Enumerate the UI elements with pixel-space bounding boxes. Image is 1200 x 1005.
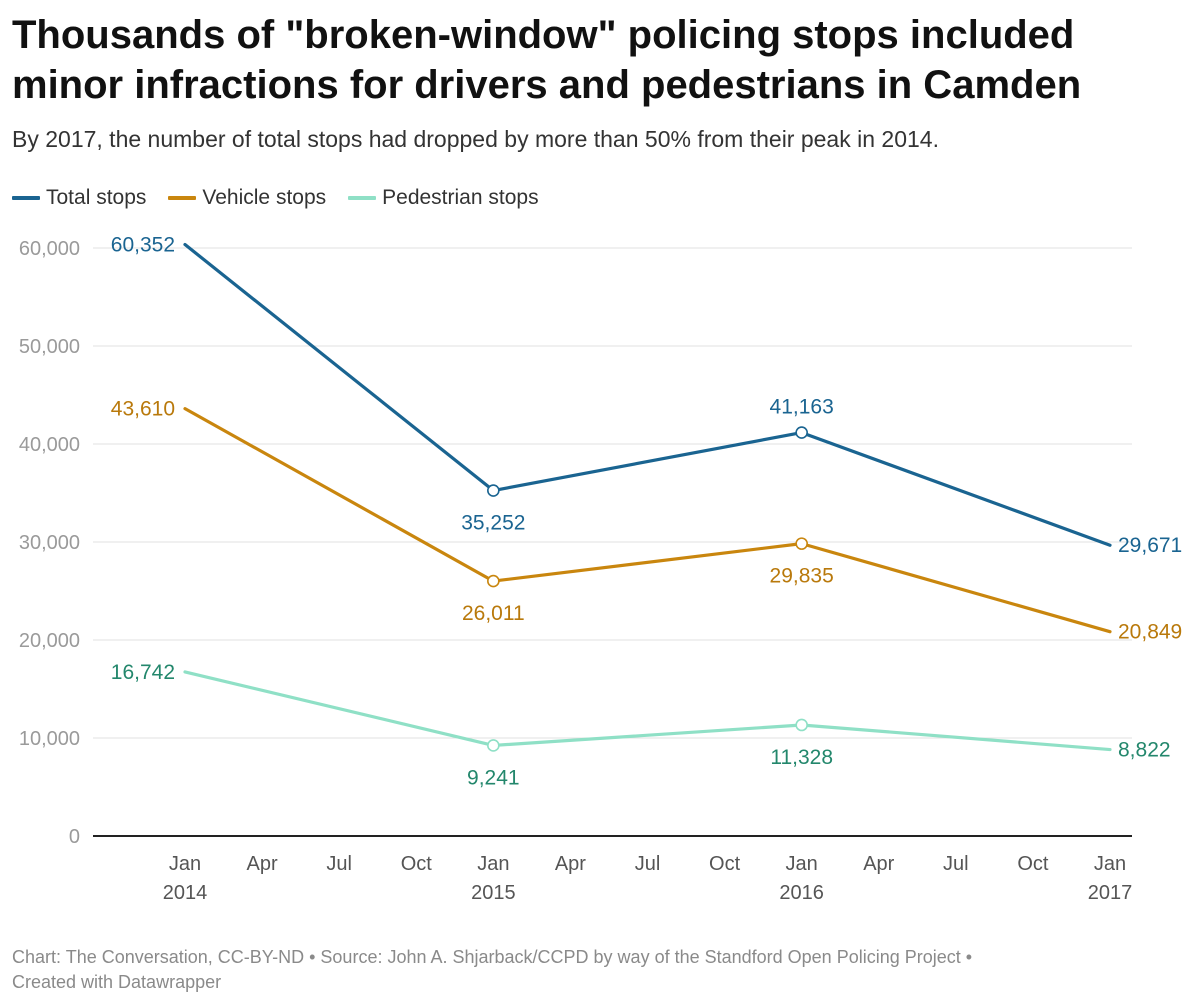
chart-subtitle: By 2017, the number of total stops had d… bbox=[12, 126, 939, 152]
footer-credit-line-2: Created with Datawrapper bbox=[12, 972, 222, 992]
legend-item-vehicle: Vehicle stops bbox=[168, 186, 326, 210]
y-tick-label: 20,000 bbox=[19, 630, 80, 652]
x-tick-label: Apr bbox=[247, 853, 278, 875]
y-tick-label: 0 bbox=[69, 826, 80, 848]
x-tick-label: Jul bbox=[326, 853, 352, 875]
data-label: 41,163 bbox=[770, 396, 834, 419]
x-tick-year-label: 2014 bbox=[163, 882, 208, 904]
legend-swatch-pedestrian bbox=[348, 196, 377, 200]
data-point-marker bbox=[487, 739, 500, 752]
chart-title: Thousands of "broken-window" policing st… bbox=[12, 13, 1082, 107]
data-labels: 60,352 35,252 41,163 29,671 43,610 26,011 29,8… bbox=[111, 234, 1182, 790]
data-point-marker bbox=[487, 574, 500, 588]
x-tick-label: Oct bbox=[709, 853, 741, 875]
x-tick-label: Jan bbox=[1094, 853, 1126, 875]
data-label: 29,835 bbox=[770, 565, 834, 588]
series-line-pedestrian-stops bbox=[183, 670, 1112, 752]
y-tick-label: 60,000 bbox=[19, 238, 80, 260]
series-line-vehicle-stops bbox=[183, 407, 1112, 634]
x-tick-label: Oct bbox=[401, 853, 433, 875]
chart-footer: Chart: The Conversation, CC-BY-ND • Sour… bbox=[12, 945, 1172, 995]
data-label: 11,328 bbox=[770, 746, 833, 769]
line-chart: 0 10,000 20,000 30,000 40,000 50,000 60,000 Ja… bbox=[19, 234, 1182, 904]
y-tick-label: 50,000 bbox=[19, 336, 80, 358]
x-tick-year-label: 2016 bbox=[779, 882, 824, 904]
x-tick-label: Jan bbox=[786, 853, 818, 875]
x-tick-year-label: 2017 bbox=[1088, 882, 1133, 904]
x-tick-label: Jan bbox=[477, 853, 509, 875]
x-tick-label: Jul bbox=[943, 853, 969, 875]
data-point-marker bbox=[487, 484, 500, 497]
data-label: 16,742 bbox=[111, 661, 175, 684]
y-axis-tick-labels: 0 10,000 20,000 30,000 40,000 50,000 60,000 bbox=[19, 238, 80, 848]
data-label: 20,849 bbox=[1118, 621, 1182, 644]
data-label: 26,011 bbox=[462, 602, 525, 625]
y-tick-label: 10,000 bbox=[19, 728, 80, 750]
data-point-marker bbox=[795, 537, 808, 550]
x-tick-label: Jan bbox=[169, 853, 201, 875]
x-tick-year-label: 2015 bbox=[471, 882, 516, 904]
legend-label-vehicle: Vehicle stops bbox=[202, 186, 327, 209]
x-tick-label: Oct bbox=[1017, 853, 1049, 875]
footer-credit-line-1: Chart: The Conversation, CC-BY-ND • Sour… bbox=[12, 947, 973, 967]
legend-label-pedestrian: Pedestrian stops bbox=[382, 186, 539, 209]
x-tick-label: Jul bbox=[635, 853, 661, 875]
x-tick-label: Apr bbox=[863, 853, 894, 875]
x-tick-label: Apr bbox=[555, 853, 586, 875]
legend-label-total: Total stops bbox=[46, 186, 147, 209]
data-point-markers bbox=[487, 426, 808, 752]
legend-item-total: Total stops bbox=[12, 186, 146, 210]
data-label: 8,822 bbox=[1118, 739, 1171, 762]
series-line-total-stops bbox=[183, 242, 1112, 547]
data-label: 29,671 bbox=[1118, 534, 1182, 557]
data-point-marker bbox=[795, 426, 808, 439]
x-axis-tick-labels: Jan 2014 Apr Jul Oct Jan 2015 Apr Jul Oct Jan 2016 A… bbox=[163, 853, 1133, 904]
y-tick-label: 30,000 bbox=[19, 532, 80, 554]
series-lines bbox=[183, 242, 1112, 752]
y-tick-label: 40,000 bbox=[19, 434, 80, 456]
legend-item-pedestrian: Pedestrian stops bbox=[348, 186, 539, 210]
legend-swatch-total bbox=[12, 196, 40, 200]
chart-legend: Total stops Vehicle stops Pedestrian sto… bbox=[12, 184, 561, 212]
data-label: 9,241 bbox=[467, 766, 520, 789]
data-point-marker bbox=[795, 718, 808, 732]
grid-lines bbox=[93, 247, 1132, 837]
data-label: 43,610 bbox=[111, 398, 175, 421]
data-label: 35,252 bbox=[461, 512, 525, 535]
legend-swatch-vehicle bbox=[168, 196, 197, 200]
data-label: 60,352 bbox=[111, 234, 175, 257]
